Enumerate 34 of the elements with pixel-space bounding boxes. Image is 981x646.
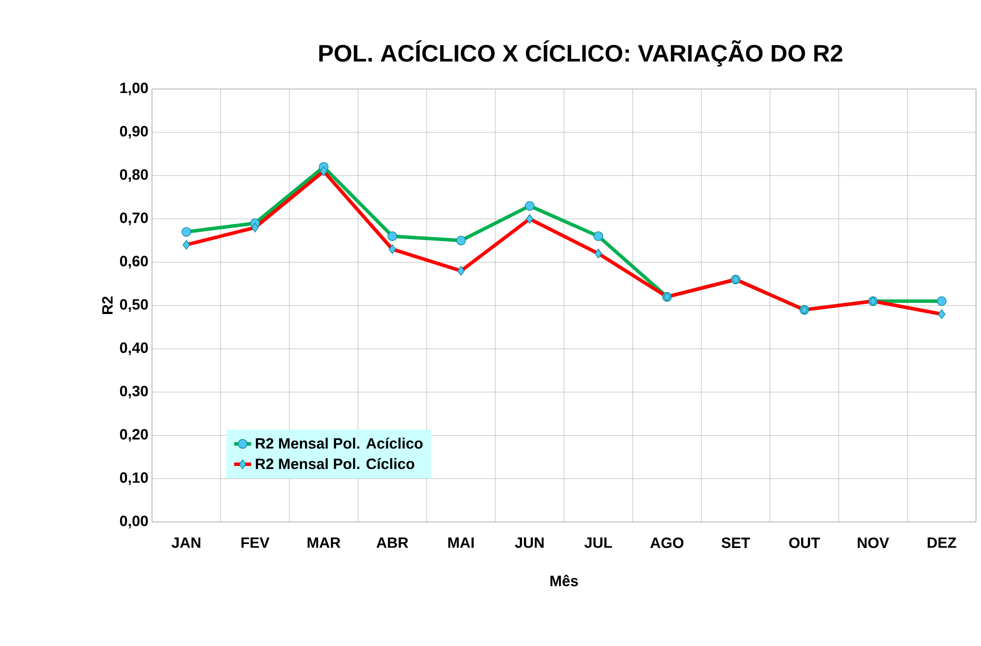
- x-tick-label: MAR: [308, 538, 340, 548]
- y-tick-label: 0,60: [120, 256, 148, 269]
- chart-title: POL. ACÍCLICO X CÍCLICO: VARIAÇÃO DO R2: [319, 40, 842, 66]
- y-tick-label: 0,10: [120, 472, 148, 486]
- y-tick-label: 0,70: [120, 212, 148, 226]
- y-tick-label: 0,90: [120, 126, 148, 139]
- point: [594, 231, 604, 242]
- x-axis-title: Mês: [550, 574, 578, 586]
- legend-label: R2 Mensal Pol. Cíclico: [256, 458, 414, 470]
- y-tick-label: 0,20: [120, 429, 148, 442]
- x-tick-label: NOV: [858, 538, 890, 548]
- x-tick-label: DEZ: [928, 538, 956, 548]
- y-tick-label: 0,30: [120, 386, 148, 398]
- x-tick-label: ABR: [376, 538, 408, 548]
- x-tick-label: SET: [722, 538, 750, 548]
- y-tick-label: 0,00: [120, 516, 148, 528]
- x-tick-label: OUT: [789, 538, 820, 548]
- x-tick-label: JUL: [584, 538, 612, 548]
- x-tick-label: AGO: [650, 538, 684, 548]
- y-tick-label: 0,80: [120, 169, 148, 182]
- y-tick-label: 0,40: [120, 342, 148, 356]
- point: [456, 236, 466, 246]
- y-axis-title: R2: [102, 296, 113, 314]
- y-tick-label: 1,00: [120, 82, 148, 96]
- x-tick-label: FEV: [241, 538, 270, 548]
- point: [524, 201, 534, 211]
- legend-label: R2 Mensal Pol. Acíclico: [256, 438, 423, 449]
- point: [936, 296, 946, 306]
- point: [388, 231, 398, 242]
- x-tick-label: JUN: [514, 538, 544, 548]
- point: [182, 227, 192, 237]
- y-tick-label: 0,50: [120, 299, 148, 312]
- x-tick-label: MAI: [448, 538, 474, 548]
- x-tick-label: JAN: [172, 538, 200, 548]
